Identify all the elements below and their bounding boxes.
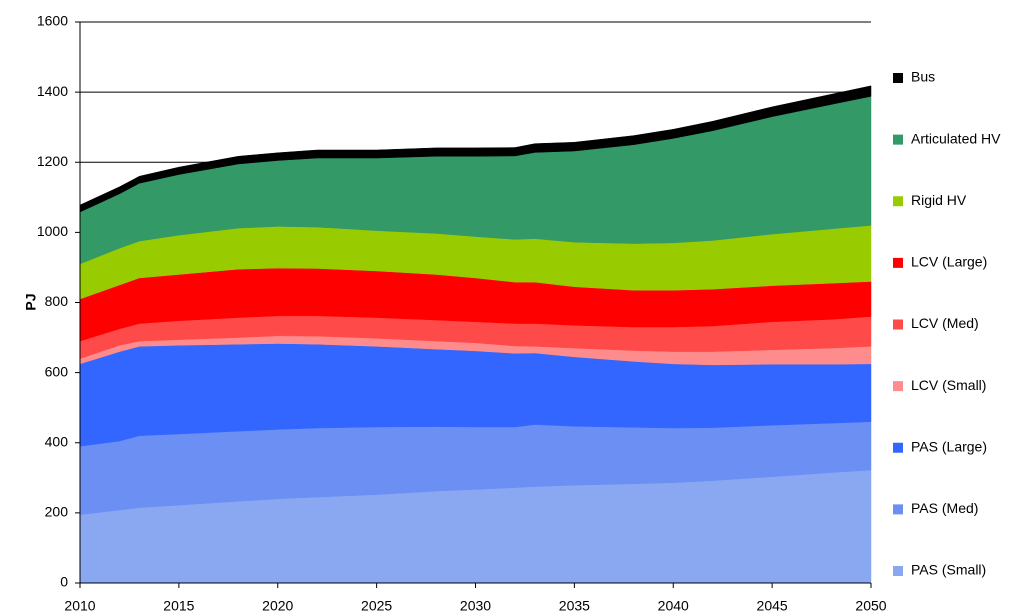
legend-marker bbox=[893, 257, 903, 268]
x-tick-label: 2010 bbox=[64, 598, 95, 614]
legend-label: Bus bbox=[911, 69, 935, 85]
area bbox=[79, 85, 872, 213]
legend-marker bbox=[893, 381, 903, 392]
x-tick-label: 2030 bbox=[460, 598, 491, 614]
legend-label: PAS (Med) bbox=[911, 500, 978, 516]
y-tick-label: 1400 bbox=[37, 83, 68, 99]
legend-marker bbox=[893, 504, 903, 515]
x-tick-label: 2025 bbox=[361, 598, 392, 614]
legend-marker bbox=[893, 442, 903, 453]
y-tick-label: 1600 bbox=[37, 13, 68, 29]
legend-label: Articulated HV bbox=[911, 130, 1001, 146]
y-tick-label: 1200 bbox=[37, 153, 68, 169]
legend-marker bbox=[893, 73, 903, 83]
y-axis-label: PJ bbox=[23, 293, 39, 310]
x-tick-label: 2015 bbox=[163, 598, 194, 614]
legend-label: PAS (Small) bbox=[911, 562, 986, 578]
legend-label: Rigid HV bbox=[911, 192, 967, 208]
x-tick-label: 2035 bbox=[559, 598, 590, 614]
x-tick-label: 2045 bbox=[757, 598, 788, 614]
x-tick-label: 2020 bbox=[262, 598, 293, 614]
y-tick-label: 400 bbox=[45, 433, 69, 449]
y-tick-label: 800 bbox=[45, 293, 69, 309]
legend-label: LCV (Large) bbox=[911, 254, 987, 270]
y-tick-label: 1000 bbox=[37, 223, 68, 239]
legend-marker bbox=[893, 134, 903, 145]
x-tick-label: 2050 bbox=[855, 598, 886, 614]
x-tick-label: 2040 bbox=[658, 598, 689, 614]
y-tick-label: 0 bbox=[60, 574, 68, 590]
y-tick-label: 600 bbox=[45, 363, 69, 379]
legend-marker bbox=[893, 196, 903, 207]
legend-marker bbox=[893, 319, 903, 330]
legend-label: LCV (Med) bbox=[911, 315, 979, 331]
y-tick-label: 200 bbox=[45, 504, 69, 520]
legend-label: PAS (Large) bbox=[911, 438, 987, 454]
legend-label: LCV (Small) bbox=[911, 377, 986, 393]
legend-marker bbox=[893, 566, 903, 576]
